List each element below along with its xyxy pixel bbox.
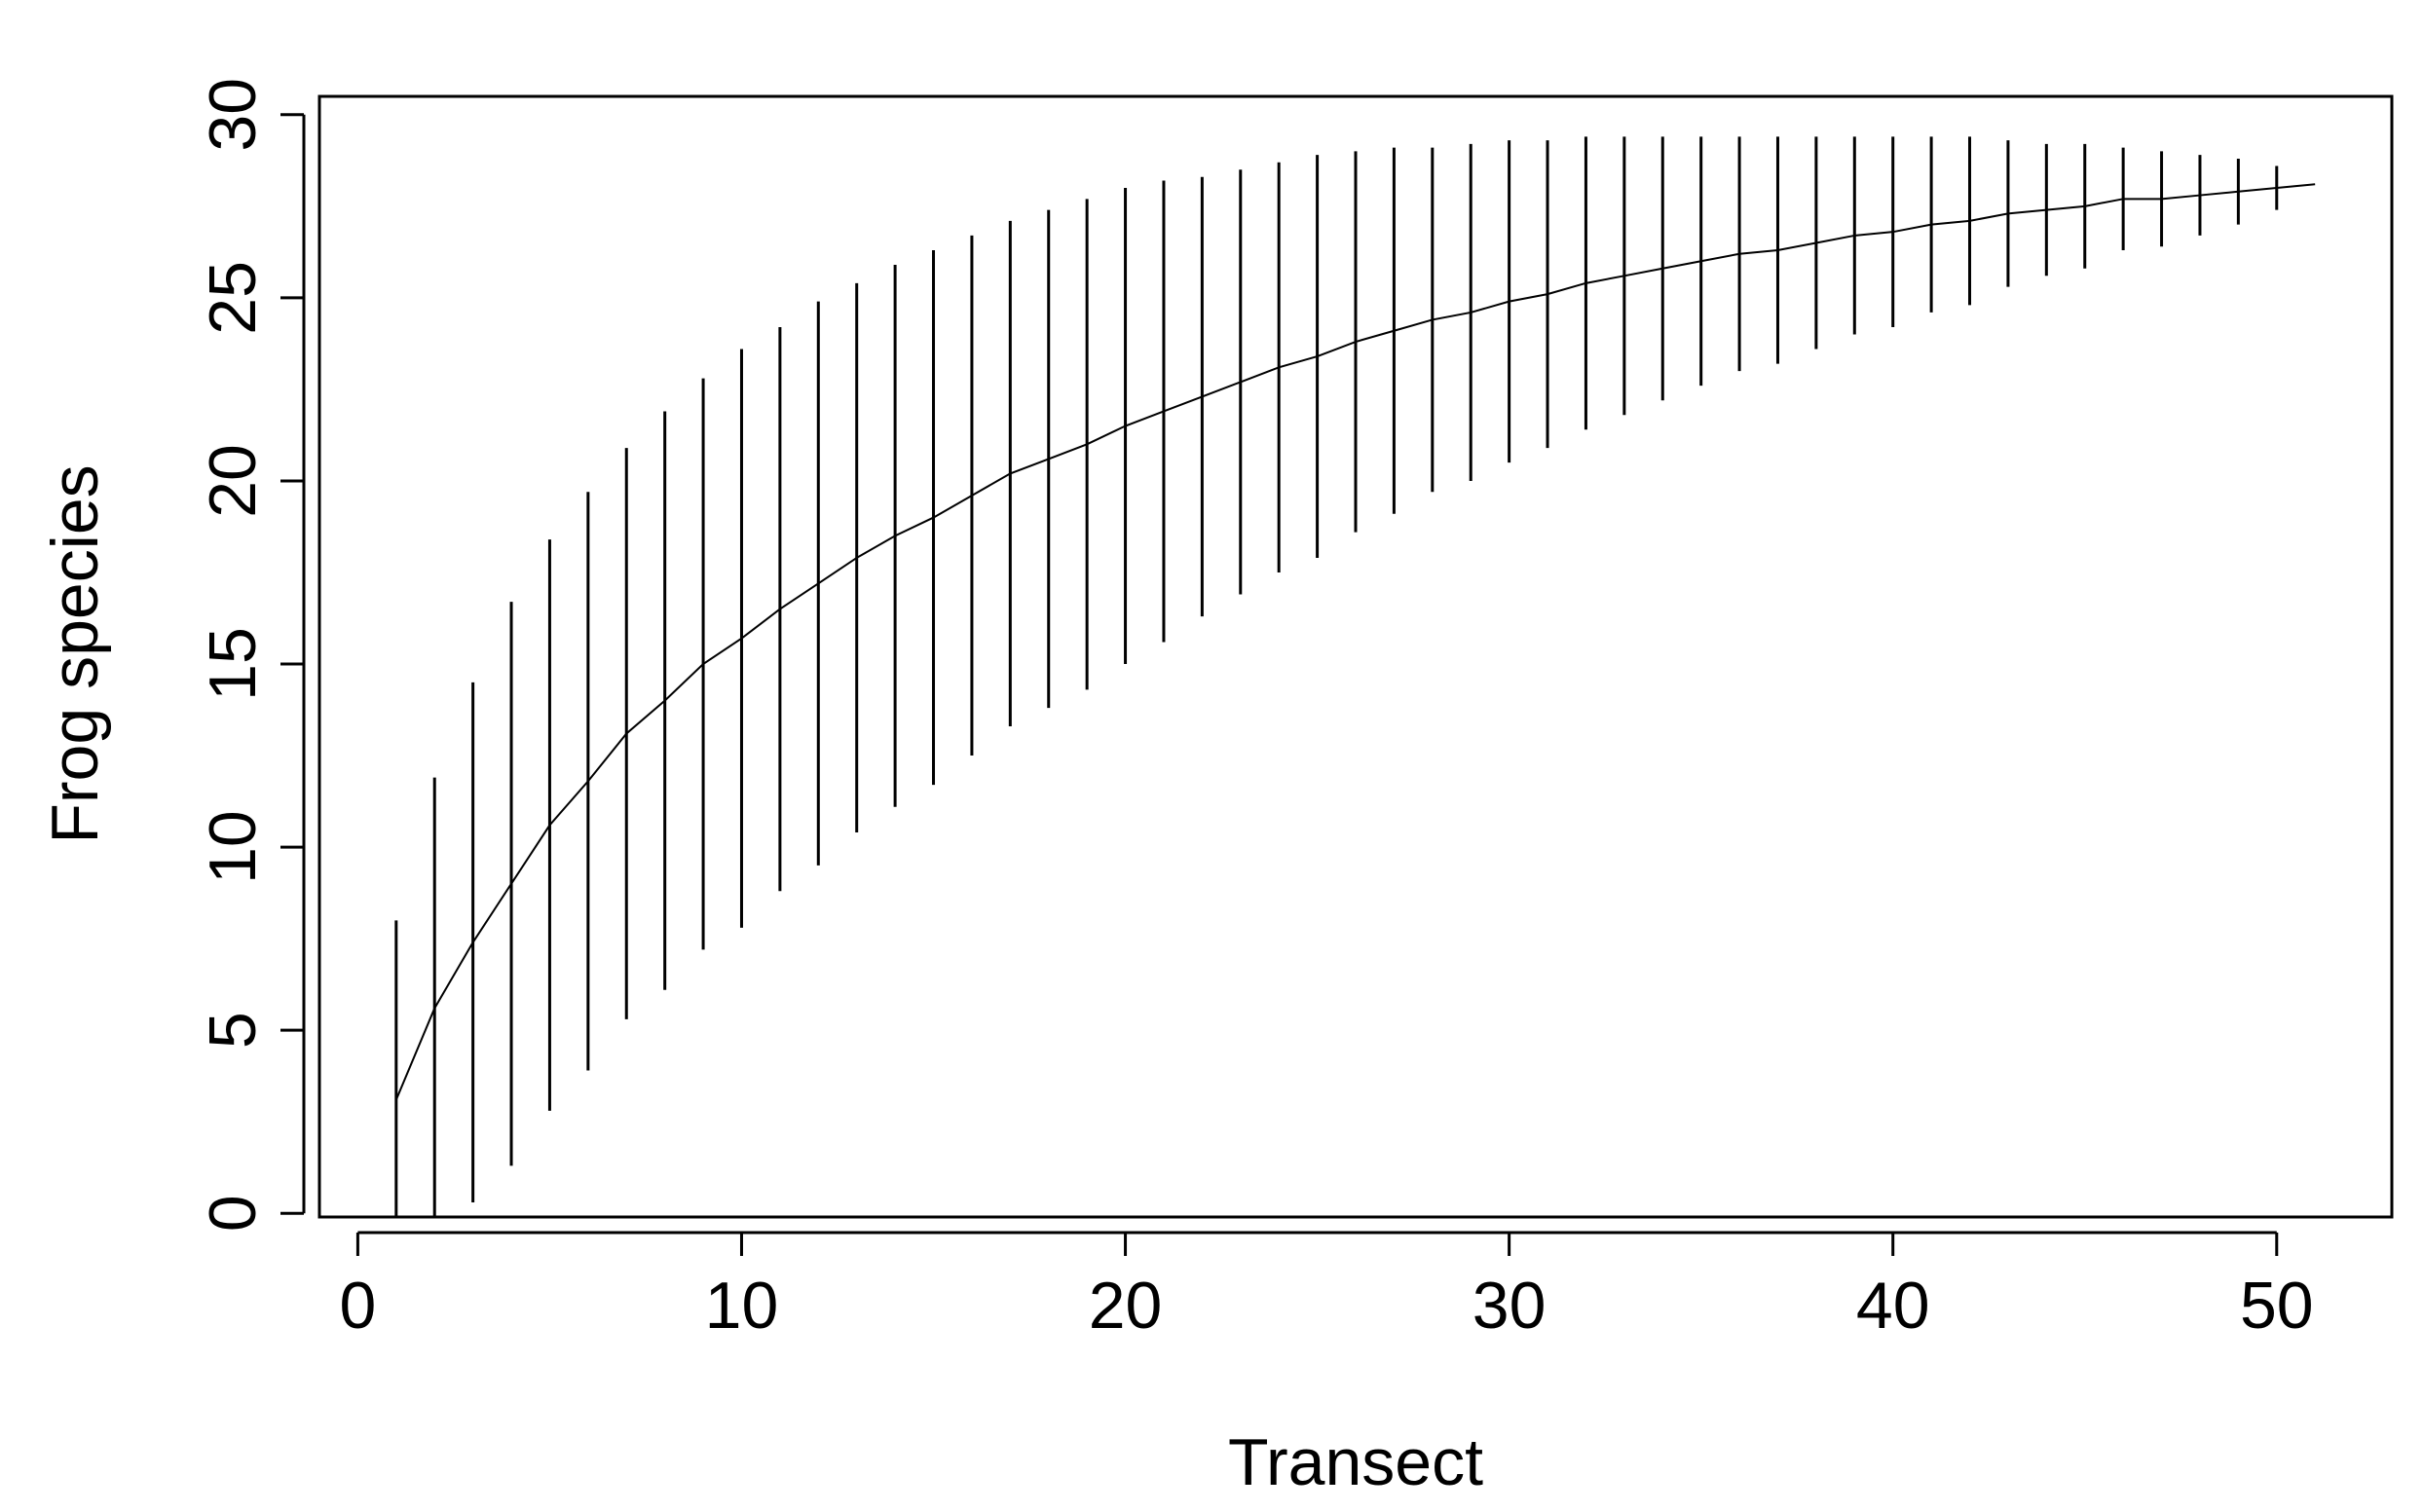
x-tick-label: 50 — [2240, 1269, 2314, 1343]
x-tick-label: 20 — [1089, 1269, 1163, 1343]
x-tick-label: 0 — [339, 1269, 376, 1343]
x-axis-title: Transect — [1228, 1425, 1483, 1499]
y-tick-label: 5 — [196, 1012, 270, 1049]
x-tick-label: 10 — [705, 1269, 779, 1343]
y-axis-title: Frog species — [38, 464, 112, 843]
y-tick-label: 10 — [196, 810, 270, 884]
accumulation-line — [394, 183, 2316, 1101]
y-tick-label: 15 — [196, 627, 270, 701]
y-tick-label: 30 — [196, 78, 270, 152]
x-tick-label: 40 — [1856, 1269, 1930, 1343]
y-tick-label: 25 — [196, 261, 270, 335]
plot-area — [394, 136, 2316, 1217]
x-tick-label: 30 — [1472, 1269, 1547, 1343]
plot-frame — [317, 94, 2394, 1219]
y-tick-label: 20 — [196, 444, 270, 518]
y-tick-label: 0 — [196, 1195, 270, 1232]
